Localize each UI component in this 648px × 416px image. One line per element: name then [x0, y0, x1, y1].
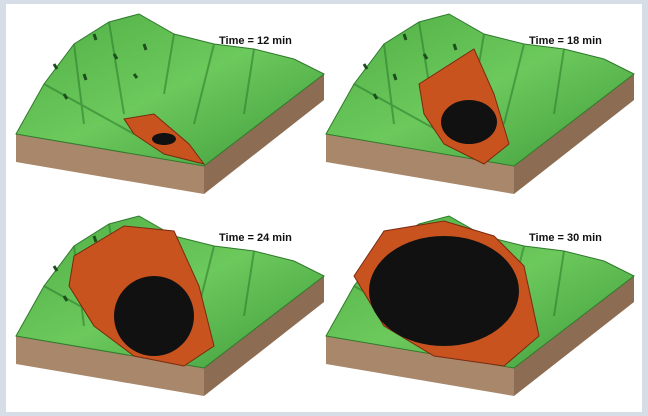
- time-label: Time = 24 min: [219, 232, 292, 244]
- burned-area: [441, 100, 497, 144]
- page: Time = 12 min Time = 18 min Time = 24 mi…: [0, 0, 648, 416]
- figure: Time = 12 min Time = 18 min Time = 24 mi…: [0, 0, 648, 416]
- burned-area: [152, 133, 176, 145]
- burned-area: [369, 236, 519, 346]
- time-label: Time = 12 min: [219, 35, 292, 47]
- burned-area: [114, 276, 194, 356]
- time-label: Time = 30 min: [529, 232, 602, 244]
- time-label: Time = 18 min: [529, 35, 602, 47]
